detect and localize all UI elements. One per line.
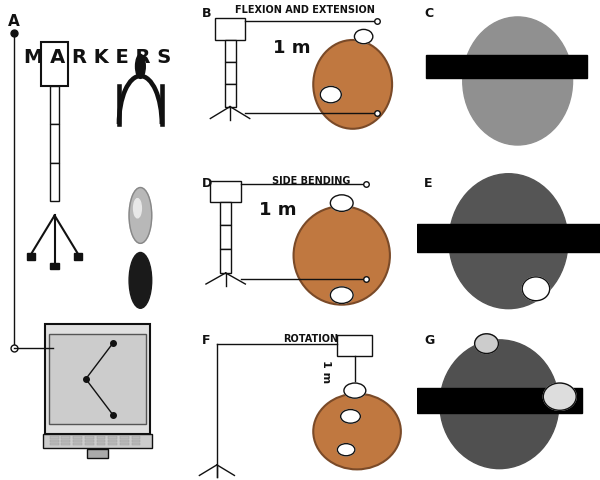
Ellipse shape <box>293 207 390 305</box>
Text: FLEXION AND EXTENSION: FLEXION AND EXTENSION <box>235 5 374 15</box>
Circle shape <box>129 253 152 309</box>
Circle shape <box>355 30 373 45</box>
Circle shape <box>136 55 145 79</box>
Ellipse shape <box>313 394 401 469</box>
Bar <box>73 443 82 445</box>
Bar <box>27 253 35 260</box>
Bar <box>85 436 94 439</box>
Bar <box>120 440 129 442</box>
Circle shape <box>337 444 355 456</box>
Circle shape <box>522 277 550 301</box>
Bar <box>224 41 236 63</box>
Bar <box>73 440 82 442</box>
Bar <box>43 434 152 448</box>
Bar <box>108 440 117 442</box>
Text: F: F <box>202 333 210 346</box>
Circle shape <box>331 288 353 304</box>
Bar <box>337 335 373 356</box>
Circle shape <box>344 383 366 398</box>
Bar <box>61 443 70 445</box>
Ellipse shape <box>449 174 568 309</box>
Circle shape <box>543 383 576 410</box>
Circle shape <box>129 188 152 244</box>
Text: ROTATION: ROTATION <box>284 333 338 343</box>
Bar <box>50 440 59 442</box>
Circle shape <box>475 334 499 354</box>
Text: 1 m: 1 m <box>259 201 297 219</box>
Text: B: B <box>202 7 211 20</box>
Bar <box>50 125 59 163</box>
Bar <box>85 443 94 445</box>
Ellipse shape <box>313 41 392 130</box>
Bar <box>131 443 140 445</box>
Bar <box>97 440 106 442</box>
Bar <box>120 443 129 445</box>
Bar <box>224 63 236 85</box>
Text: C: C <box>424 7 433 20</box>
Text: SIDE BENDING: SIDE BENDING <box>272 175 350 185</box>
Bar <box>417 388 582 413</box>
Circle shape <box>331 195 353 212</box>
Bar <box>131 440 140 442</box>
Bar <box>61 440 70 442</box>
Bar <box>108 443 117 445</box>
Bar <box>220 226 231 250</box>
Text: A: A <box>8 14 20 29</box>
Circle shape <box>134 199 142 218</box>
Bar <box>45 324 150 434</box>
Bar <box>50 263 59 270</box>
Bar <box>97 436 106 439</box>
Text: M A R K E R S: M A R K E R S <box>24 48 171 67</box>
Bar <box>220 250 231 274</box>
Bar <box>50 436 59 439</box>
Bar <box>426 56 587 78</box>
Text: D: D <box>202 177 212 190</box>
Bar <box>50 163 59 202</box>
Circle shape <box>341 410 361 423</box>
Bar <box>120 436 129 439</box>
Bar <box>49 335 146 424</box>
Bar <box>50 443 59 445</box>
Ellipse shape <box>440 340 559 468</box>
Bar <box>41 43 68 86</box>
Bar <box>61 436 70 439</box>
Bar <box>50 86 59 125</box>
Bar <box>74 253 82 260</box>
Bar <box>215 19 245 41</box>
Text: E: E <box>424 177 433 190</box>
Bar <box>87 449 108 458</box>
Circle shape <box>320 87 341 104</box>
Bar <box>85 440 94 442</box>
Ellipse shape <box>463 18 572 146</box>
Bar <box>97 443 106 445</box>
Bar <box>211 181 241 202</box>
Text: 1 m: 1 m <box>272 39 310 57</box>
Bar <box>73 436 82 439</box>
Bar <box>220 202 231 226</box>
Text: 1 m: 1 m <box>322 360 331 383</box>
Text: G: G <box>424 333 434 346</box>
Bar <box>224 85 236 108</box>
Bar <box>417 224 600 253</box>
Bar <box>131 436 140 439</box>
Bar <box>108 436 117 439</box>
